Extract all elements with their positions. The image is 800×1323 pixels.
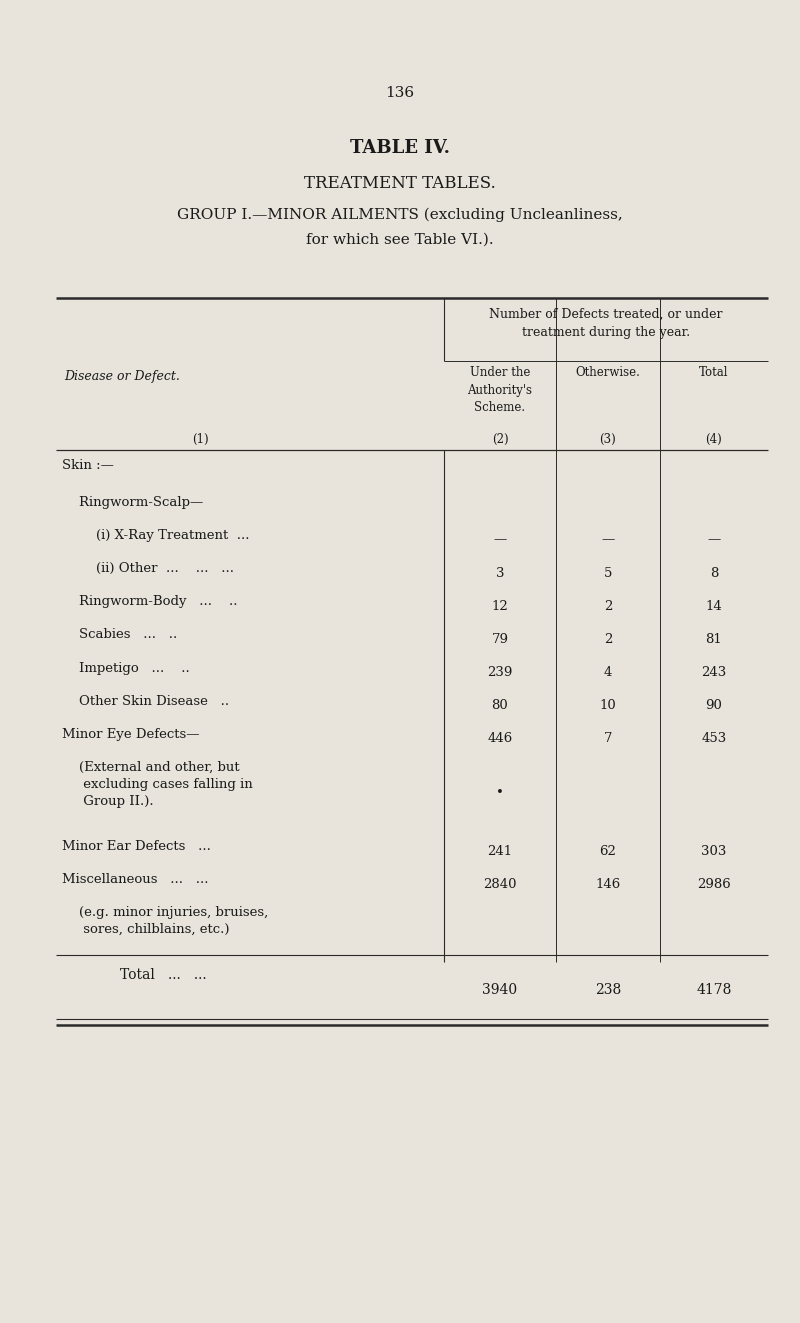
Text: 2986: 2986 xyxy=(697,877,731,890)
Text: 239: 239 xyxy=(487,665,513,679)
Text: 243: 243 xyxy=(702,665,726,679)
Text: 3: 3 xyxy=(496,566,504,579)
Text: Skin :—: Skin :— xyxy=(62,459,114,472)
Text: Other Skin Disease   ..: Other Skin Disease .. xyxy=(62,695,230,708)
Text: Minor Ear Defects   ...: Minor Ear Defects ... xyxy=(62,840,211,853)
Text: (i) X-Ray Treatment  ...: (i) X-Ray Treatment ... xyxy=(62,529,250,542)
Text: GROUP I.—MINOR AILMENTS (excluding Uncleanliness,: GROUP I.—MINOR AILMENTS (excluding Uncle… xyxy=(177,208,623,222)
Text: (ii) Other  ...    ...   ...: (ii) Other ... ... ... xyxy=(62,562,234,576)
Text: TABLE IV.: TABLE IV. xyxy=(350,139,450,157)
Text: (e.g. minor injuries, bruises,
     sores, chilblains, etc.): (e.g. minor injuries, bruises, sores, ch… xyxy=(62,906,269,937)
Text: 3940: 3940 xyxy=(482,983,518,996)
Text: for which see Table VI.).: for which see Table VI.). xyxy=(306,233,494,247)
Text: Scabies   ...   ..: Scabies ... .. xyxy=(62,628,178,642)
Text: Miscellaneous   ...   ...: Miscellaneous ... ... xyxy=(62,873,209,886)
Text: 453: 453 xyxy=(702,732,726,745)
Text: 79: 79 xyxy=(491,632,509,646)
Text: (2): (2) xyxy=(492,433,508,446)
Text: 2: 2 xyxy=(604,599,612,613)
Text: 446: 446 xyxy=(487,732,513,745)
Text: (4): (4) xyxy=(706,433,722,446)
Text: 2: 2 xyxy=(604,632,612,646)
Text: 2840: 2840 xyxy=(483,877,517,890)
Text: Disease or Defect.: Disease or Defect. xyxy=(64,370,180,384)
Text: 5: 5 xyxy=(604,566,612,579)
Text: 4178: 4178 xyxy=(696,983,732,996)
Text: 4: 4 xyxy=(604,665,612,679)
Text: 81: 81 xyxy=(706,632,722,646)
Text: •: • xyxy=(496,786,504,799)
Text: (3): (3) xyxy=(600,433,616,446)
Text: 238: 238 xyxy=(595,983,621,996)
Text: Minor Eye Defects—: Minor Eye Defects— xyxy=(62,728,200,741)
Text: 241: 241 xyxy=(487,844,513,857)
Text: 14: 14 xyxy=(706,599,722,613)
Text: Total   ...   ...: Total ... ... xyxy=(120,968,206,983)
Text: 8: 8 xyxy=(710,566,718,579)
Text: Total: Total xyxy=(699,366,729,380)
Text: Ringworm-Scalp—: Ringworm-Scalp— xyxy=(62,496,204,509)
Text: —: — xyxy=(707,533,721,546)
Text: 62: 62 xyxy=(599,844,617,857)
Text: 7: 7 xyxy=(604,732,612,745)
Text: 80: 80 xyxy=(492,699,508,712)
Text: 12: 12 xyxy=(492,599,508,613)
Text: Impetigo   ...    ..: Impetigo ... .. xyxy=(62,662,190,675)
Text: 136: 136 xyxy=(386,86,414,101)
Text: Ringworm-Body   ...    ..: Ringworm-Body ... .. xyxy=(62,595,238,609)
Text: 10: 10 xyxy=(600,699,616,712)
Text: —: — xyxy=(602,533,614,546)
Text: Under the
Authority's
Scheme.: Under the Authority's Scheme. xyxy=(467,366,533,414)
Text: TREATMENT TABLES.: TREATMENT TABLES. xyxy=(304,175,496,192)
Text: Number of Defects treated, or under
treatment during the year.: Number of Defects treated, or under trea… xyxy=(490,308,722,339)
Text: 90: 90 xyxy=(706,699,722,712)
Text: —: — xyxy=(494,533,506,546)
Text: 303: 303 xyxy=(702,844,726,857)
Text: (External and other, but
     excluding cases falling in
     Group II.).: (External and other, but excluding cases… xyxy=(62,761,253,808)
Text: 146: 146 xyxy=(595,877,621,890)
Text: Otherwise.: Otherwise. xyxy=(575,366,641,380)
Text: (1): (1) xyxy=(192,433,208,446)
